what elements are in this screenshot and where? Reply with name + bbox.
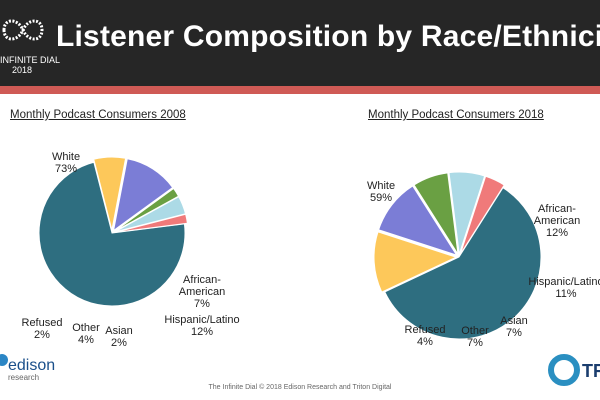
pie2008-label-african-american: African-American 7% <box>179 274 225 310</box>
pie-chart-2008 <box>38 156 188 307</box>
pie-slice-other <box>448 171 486 255</box>
pie2008-label-other: Other 4% <box>72 322 100 346</box>
pie-slice-asian <box>114 187 180 232</box>
header-bar: INFINITE DIAL 2018 Listener Composition … <box>0 0 600 86</box>
pie-slice-white <box>38 161 186 307</box>
pie2018-label-other: Other 7% <box>461 325 489 349</box>
chart-title-2018: Monthly Podcast Consumers 2018 <box>368 109 544 121</box>
edison-sub: research <box>8 373 39 382</box>
pie2018-label-african-american: African-American 12% <box>534 203 580 239</box>
pie2018-label-hispanic-latino: Hispanic/Latino 11% <box>528 276 600 300</box>
edison-research-logo-icon: edison research <box>0 354 55 382</box>
chart-title-2008: Monthly Podcast Consumers 2008 <box>10 109 186 121</box>
triton-logo-icon: TR <box>548 354 600 386</box>
pie-labels-2008: White 73% African-American 7% Hispanic/Latin… <box>22 151 240 349</box>
pie2008-label-refused: Refused 2% <box>22 317 63 341</box>
pie2008-label-asian: Asian 2% <box>105 325 133 349</box>
pie-slice-other <box>114 196 187 233</box>
infinite-dial-logo-icon <box>2 19 44 41</box>
pie2008-label-hispanic-latino: Hispanic/Latino 12% <box>164 314 239 338</box>
pie-slice-refused <box>114 213 188 233</box>
pie-slice-hispanic-latino <box>378 185 458 257</box>
pie-slice-african-american <box>373 231 458 293</box>
pie2018-label-white: White 59% <box>367 180 395 204</box>
footer-text: The Infinite Dial © 2018 Edison Research… <box>208 384 392 391</box>
pie2008-label-white: White 73% <box>52 151 80 175</box>
edison-word: edison <box>8 357 55 374</box>
pie-slice-white <box>384 187 542 340</box>
logo-text: INFINITE DIAL 2018 <box>0 55 60 75</box>
logo-line1: INFINITE DIAL <box>0 55 61 65</box>
logo-line2: 2018 <box>12 65 33 75</box>
pie-slice-asian <box>413 172 459 255</box>
pie-slice-refused <box>459 175 505 255</box>
pie2018-label-refused: Refused 4% <box>405 324 446 348</box>
header-divider <box>0 86 600 94</box>
pie2018-label-asian: Asian 7% <box>500 315 528 339</box>
triton-word: TR <box>582 361 600 381</box>
page-title: Listener Composition by Race/Ethnicity <box>56 20 600 53</box>
pie-chart-2018 <box>373 171 542 340</box>
pie-slice-hispanic-latino <box>112 158 174 232</box>
pie-labels-2018: White 59% African-American 12% Hispanic/Lati… <box>367 180 600 349</box>
pie-slice-african-american <box>93 156 127 231</box>
